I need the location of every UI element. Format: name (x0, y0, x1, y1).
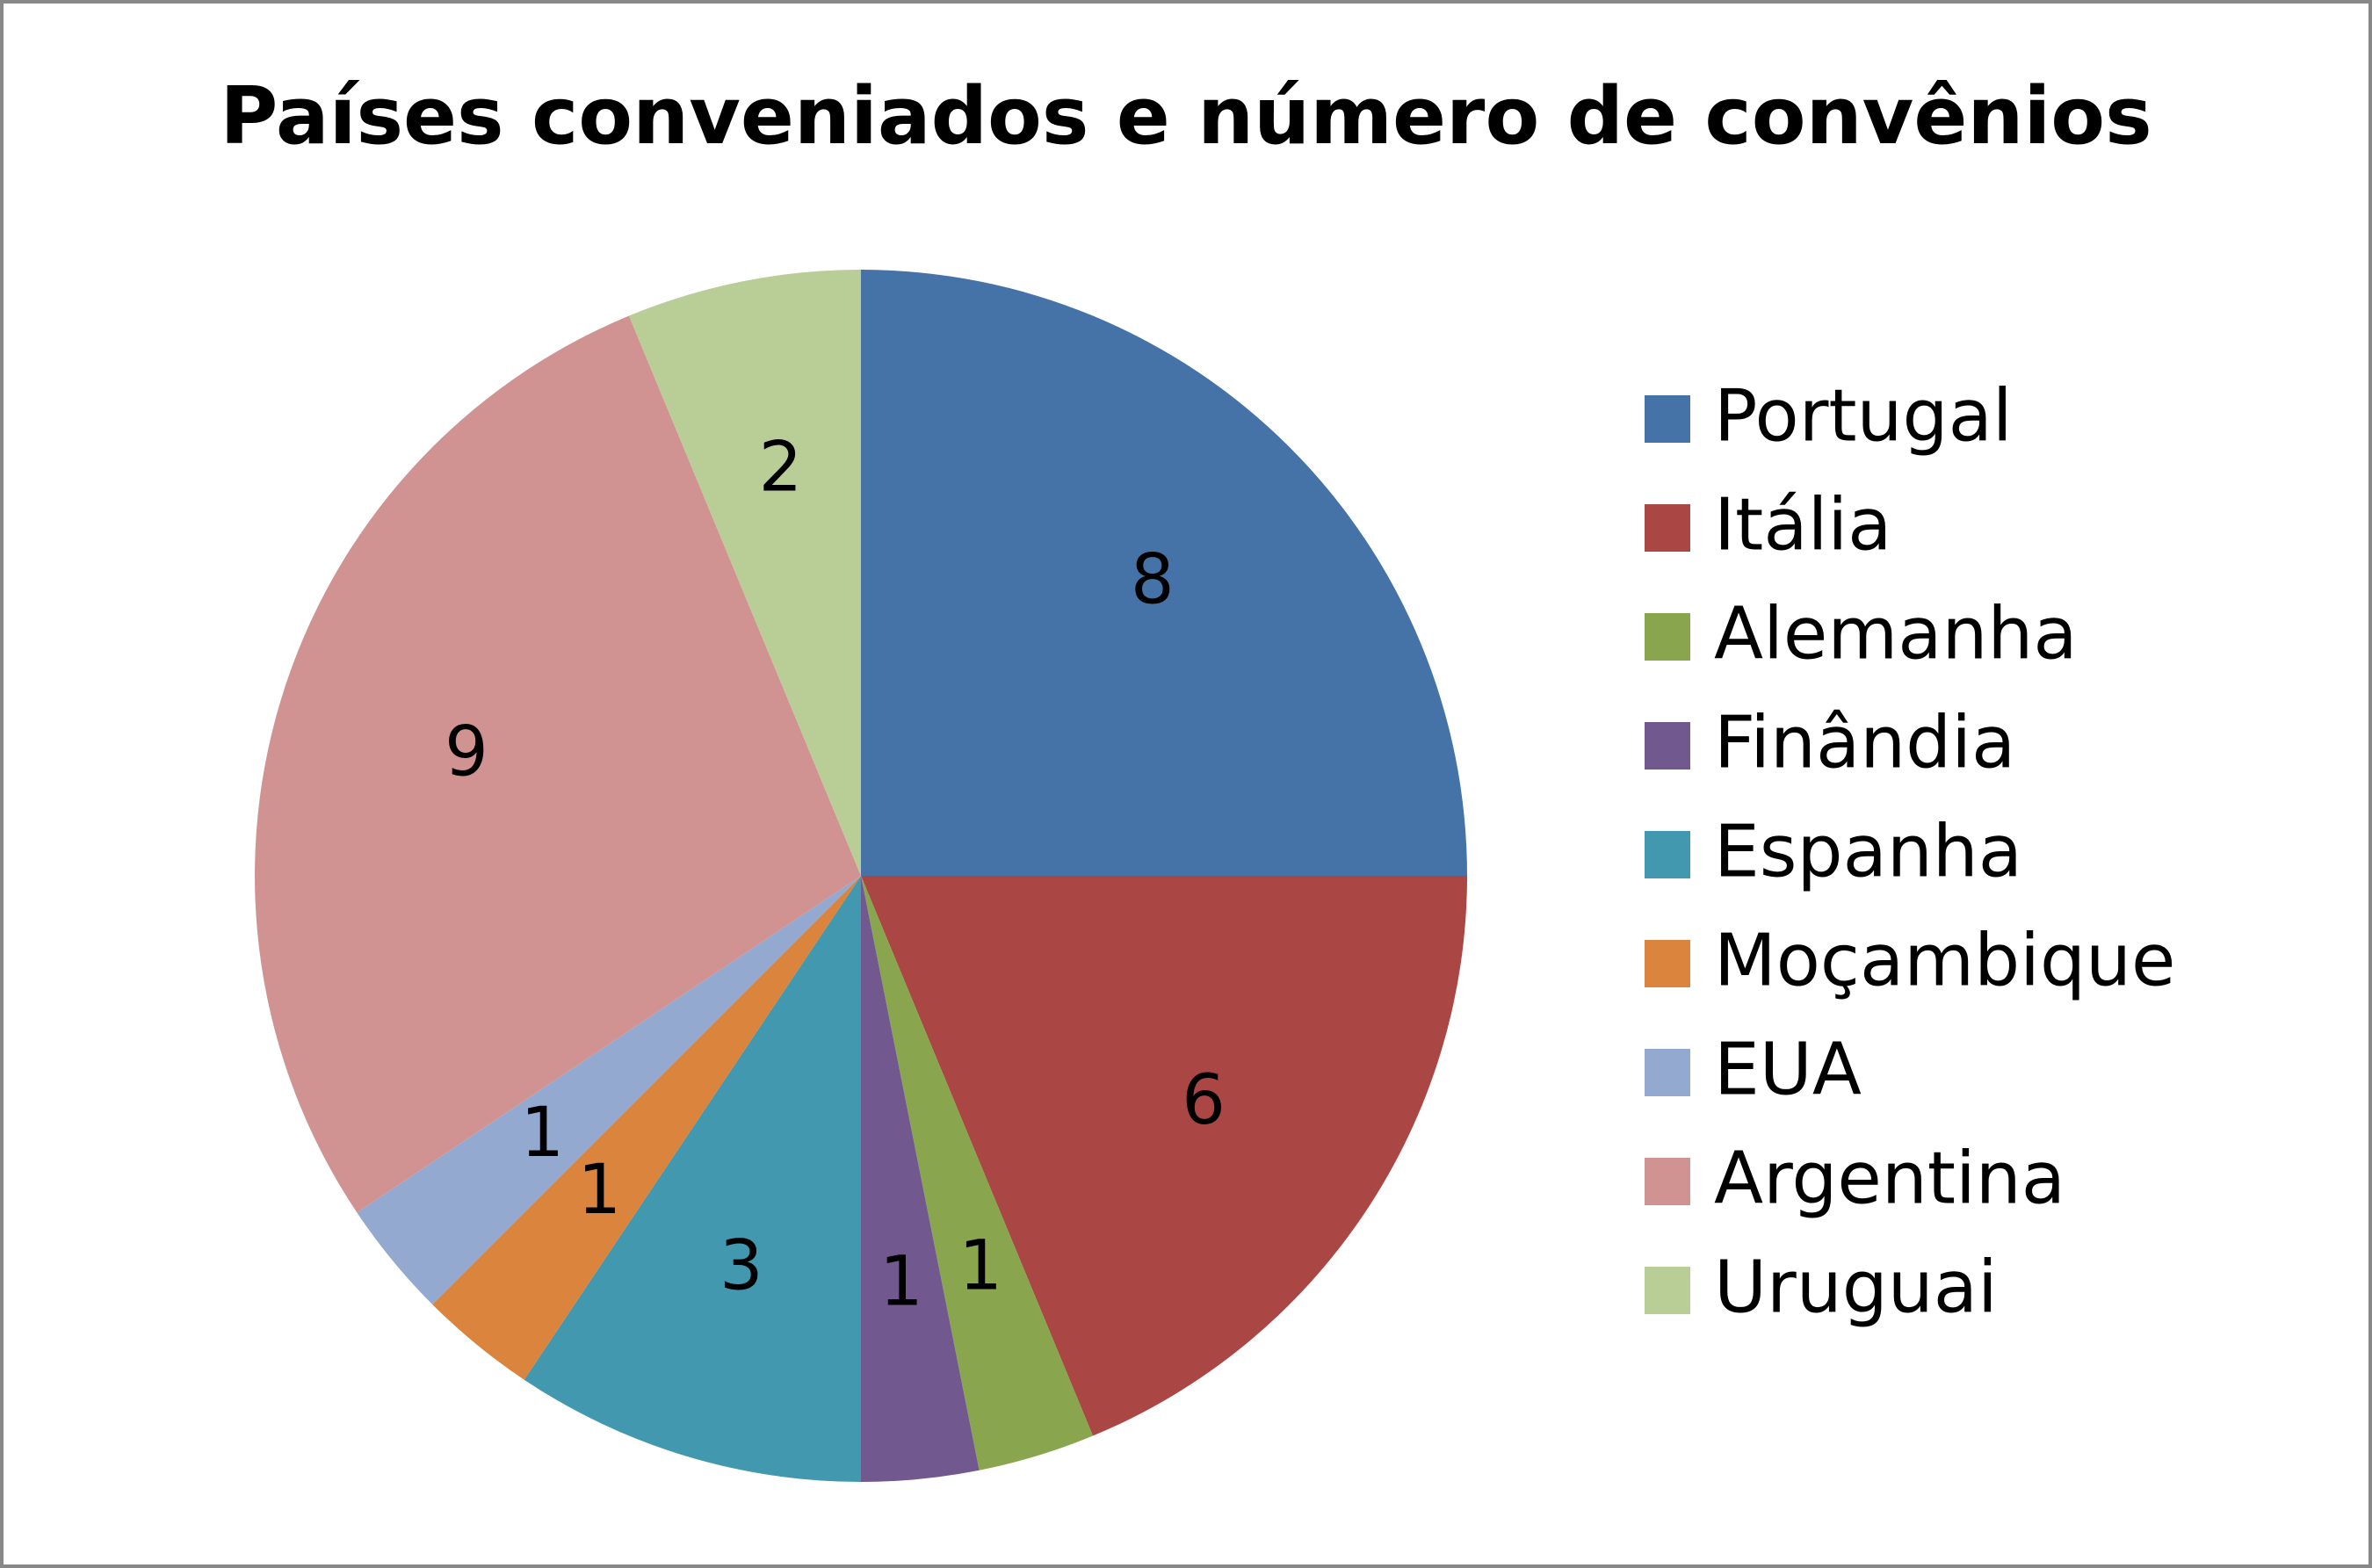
pie-slice (524, 876, 861, 1482)
legend-swatch (1645, 722, 1690, 770)
legend-swatch (1645, 504, 1690, 552)
legend-swatch (1645, 1267, 1690, 1314)
data-label: 1 (879, 1242, 923, 1321)
legend-swatch (1645, 831, 1690, 878)
legend-label: Argentina (1714, 1137, 2065, 1220)
legend-label: Espanha (1714, 810, 2022, 893)
legend-label: Portugal (1714, 374, 2013, 458)
pie-slice (861, 876, 1467, 1436)
data-label: 1 (520, 1094, 564, 1173)
pie-slice (357, 876, 861, 1304)
pie-slice (861, 876, 1094, 1470)
legend-label: Itália (1714, 483, 1891, 567)
legend-label: EUA (1714, 1028, 1862, 1111)
legend-label: Uruguai (1714, 1246, 1998, 1329)
data-label: 9 (445, 712, 488, 791)
data-label: 2 (759, 428, 803, 507)
pie-slice (255, 315, 861, 1213)
pie-slice (861, 876, 980, 1482)
pie-slice (628, 270, 861, 876)
pie-slice (861, 270, 1467, 876)
data-label: 8 (1131, 541, 1175, 620)
legend-swatch (1645, 940, 1690, 987)
data-label: 1 (958, 1226, 1002, 1305)
legend-swatch (1645, 613, 1690, 661)
legend-swatch (1645, 395, 1690, 443)
data-label: 1 (578, 1151, 622, 1230)
data-label: 3 (720, 1226, 763, 1305)
data-label: 6 (1182, 1061, 1226, 1140)
legend-swatch (1645, 1049, 1690, 1096)
legend-label: Alemanha (1714, 592, 2078, 676)
chart-title: Países conveniados e número de convênios (220, 70, 2151, 163)
legend-label: Finândia (1714, 701, 2015, 784)
pie-slice (432, 876, 861, 1380)
legend-swatch (1645, 1158, 1690, 1205)
legend-label: Moçambique (1714, 919, 2175, 1002)
